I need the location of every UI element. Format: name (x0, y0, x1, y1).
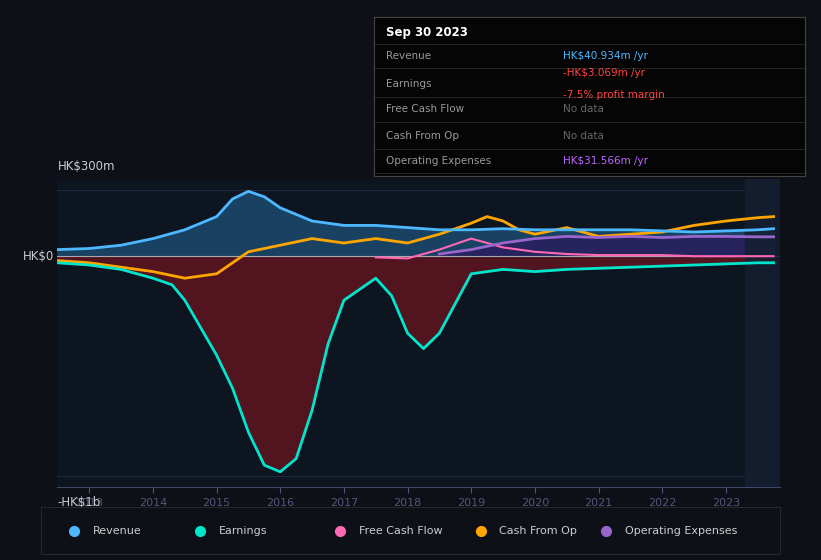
Text: -HK$1b: -HK$1b (57, 497, 101, 510)
Text: Earnings: Earnings (387, 79, 432, 89)
Text: Revenue: Revenue (387, 51, 432, 61)
Text: HK$31.566m /yr: HK$31.566m /yr (563, 156, 649, 166)
Text: Revenue: Revenue (93, 526, 141, 535)
Text: Earnings: Earnings (218, 526, 267, 535)
Text: No data: No data (563, 104, 604, 114)
Text: Cash From Op: Cash From Op (387, 130, 460, 141)
Text: Operating Expenses: Operating Expenses (625, 526, 737, 535)
Text: Free Cash Flow: Free Cash Flow (359, 526, 443, 535)
Text: Free Cash Flow: Free Cash Flow (387, 104, 465, 114)
Text: HK$40.934m /yr: HK$40.934m /yr (563, 51, 648, 61)
Text: Cash From Op: Cash From Op (499, 526, 577, 535)
Text: -HK$3.069m /yr: -HK$3.069m /yr (563, 68, 645, 78)
Text: Operating Expenses: Operating Expenses (387, 156, 492, 166)
Text: HK$300m: HK$300m (57, 160, 115, 173)
Bar (745, 179, 780, 487)
Text: No data: No data (563, 130, 604, 141)
Text: HK$0: HK$0 (23, 250, 54, 263)
Text: -7.5% profit margin: -7.5% profit margin (563, 90, 665, 100)
Text: Sep 30 2023: Sep 30 2023 (387, 26, 468, 39)
